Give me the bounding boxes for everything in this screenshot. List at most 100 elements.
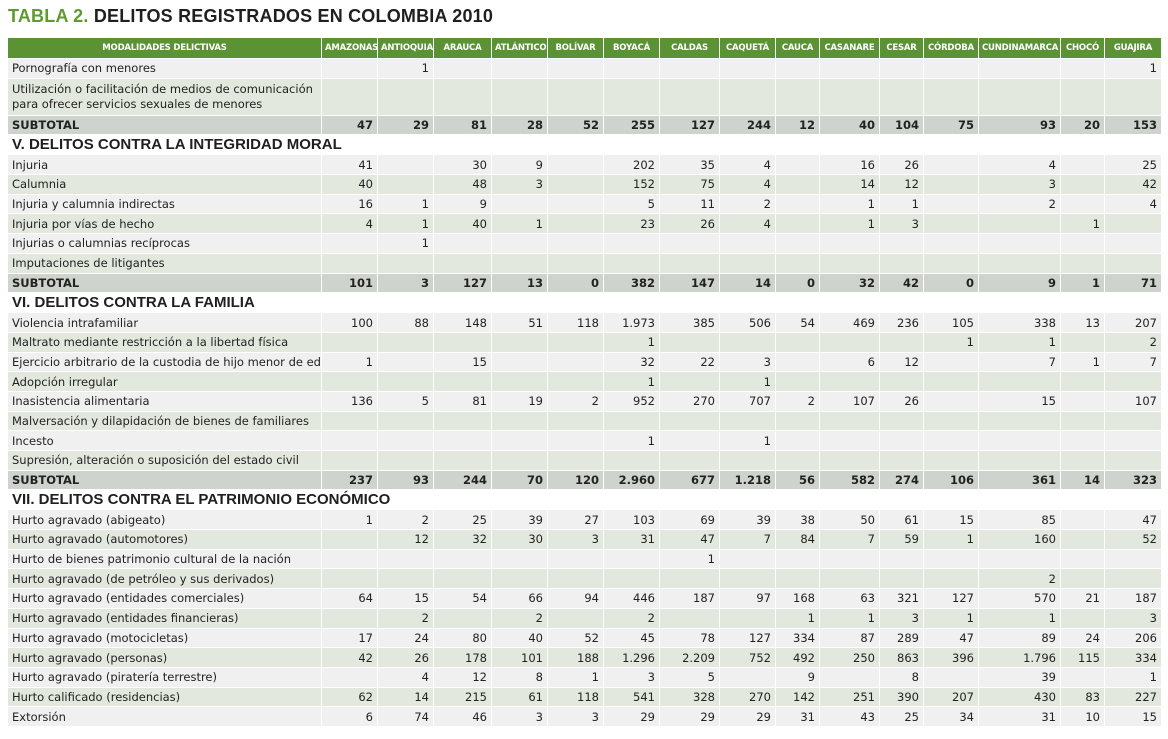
table-cell: 71 [1104, 272, 1162, 294]
column-header: CUNDINAMARCA [978, 37, 1061, 59]
table-cell: 103 [603, 509, 660, 531]
table-cell [547, 568, 604, 590]
table-row: Violencia intrafamiliar 100 88 148 51 118 1.97… [7, 312, 1162, 333]
table-cell: 541 [603, 686, 660, 708]
table-caption: DELITOS REGISTRADOS EN COLOMBIA 2010 [93, 6, 494, 26]
table-cell [775, 371, 820, 392]
column-header: AMAZONAS [321, 37, 378, 59]
table-cell: 1 [1060, 272, 1105, 294]
table-cell: 1 [377, 213, 434, 235]
table-cell: 47 [923, 627, 979, 649]
table-cell: 1 [719, 371, 776, 392]
table-cell: 4 [719, 174, 776, 195]
table-cell: 1 [978, 607, 1061, 629]
table-cell: 89 [978, 627, 1061, 649]
table-cell [1060, 371, 1105, 392]
table-cell [659, 607, 720, 629]
table-row: Calumnia 40 48 3 152 75 4 14 12 3 42 [7, 174, 1162, 195]
table-cell: 45 [603, 627, 660, 649]
table-cell: 105 [923, 312, 979, 333]
table-cell: 26 [659, 213, 720, 235]
table-row: Hurto agravado (piratería terrestre) 4 12 8… [7, 666, 1162, 688]
table-cell: 106 [923, 469, 979, 491]
table-cell: 1 [923, 529, 979, 550]
table-cell [775, 450, 820, 471]
table-cell [321, 548, 378, 570]
table-cell: 21 [1060, 588, 1105, 609]
table-cell: 22 [659, 351, 720, 373]
table-cell [879, 233, 924, 254]
table-cell: 255 [603, 114, 660, 136]
table-cell [1060, 450, 1105, 471]
table-cell: 25 [1104, 154, 1162, 176]
table-cell: 26 [879, 154, 924, 176]
table-cell: 1 [1104, 58, 1162, 79]
table-cell: 107 [819, 390, 880, 412]
table-cell [377, 331, 434, 353]
table-cell [978, 430, 1061, 451]
table-cell: 15 [377, 588, 434, 609]
table-cell: 7 [819, 529, 880, 550]
table-cell: 66 [491, 588, 548, 609]
table-cell [923, 58, 979, 79]
table-cell: 677 [659, 469, 720, 491]
table-cell: 70 [491, 469, 548, 491]
table-cell: 1 [603, 331, 660, 353]
table-cell: 334 [1104, 647, 1162, 668]
table-cell: 274 [879, 469, 924, 491]
table-cell [1060, 252, 1105, 274]
table-cell [659, 331, 720, 353]
table-cell: 35 [659, 154, 720, 176]
table-cell [659, 450, 720, 471]
table-cell: 202 [603, 154, 660, 176]
table-cell [923, 410, 979, 432]
table-cell [603, 77, 660, 116]
table-cell [377, 568, 434, 590]
table-cell [1104, 252, 1162, 274]
table-cell: 1 [978, 331, 1061, 353]
table-cell: 1 [377, 58, 434, 79]
table-cell: 15 [923, 509, 979, 531]
table-cell: 1.218 [719, 469, 776, 491]
table-cell [659, 58, 720, 79]
table-cell: 81 [433, 114, 492, 136]
table-cell [659, 410, 720, 432]
table-cell [547, 430, 604, 451]
table-cell [377, 252, 434, 274]
table-cell [978, 77, 1061, 116]
table-cell [1060, 666, 1105, 688]
table-cell: 396 [923, 647, 979, 668]
table-row: Hurto agravado (de petróleo y sus deriva… [7, 568, 1162, 590]
table-cell: 237 [321, 469, 378, 491]
table-cell [819, 666, 880, 688]
table-cell [321, 529, 378, 550]
table-cell [923, 193, 979, 215]
table-cell [659, 371, 720, 392]
table-cell [775, 410, 820, 432]
table-cell: 0 [775, 272, 820, 294]
table-cell: 187 [659, 588, 720, 609]
table-row: Malversación y dilapidación de bienes de… [7, 410, 1162, 432]
table-cell [978, 410, 1061, 432]
subtotal-row: SUBTOTAL 47 29 81 28 52 255 127 244 12 40 104 75 93 20… [7, 114, 1162, 136]
table-cell: 83 [1060, 686, 1105, 708]
table-cell: 31 [603, 529, 660, 550]
table-cell [923, 666, 979, 688]
table-cell [923, 430, 979, 451]
table-cell: 160 [978, 529, 1061, 550]
table-cell: 20 [1060, 114, 1105, 136]
table-cell [719, 666, 776, 688]
column-header: CAUCA [775, 37, 820, 59]
table-cell [978, 548, 1061, 570]
table-cell [775, 233, 820, 254]
table-row: Injuria 41 30 9 202 35 4 16 26 4 25 [7, 154, 1162, 176]
table-cell: 32 [433, 529, 492, 550]
table-cell: 127 [659, 114, 720, 136]
table-cell: 127 [719, 627, 776, 649]
table-cell: 5 [603, 193, 660, 215]
row-label: Calumnia [7, 174, 322, 195]
table-cell [491, 351, 548, 373]
table-row: Hurto agravado (entidades comerciales) 64… [7, 588, 1162, 609]
table-cell: 1 [1060, 213, 1105, 235]
table-cell [547, 410, 604, 432]
